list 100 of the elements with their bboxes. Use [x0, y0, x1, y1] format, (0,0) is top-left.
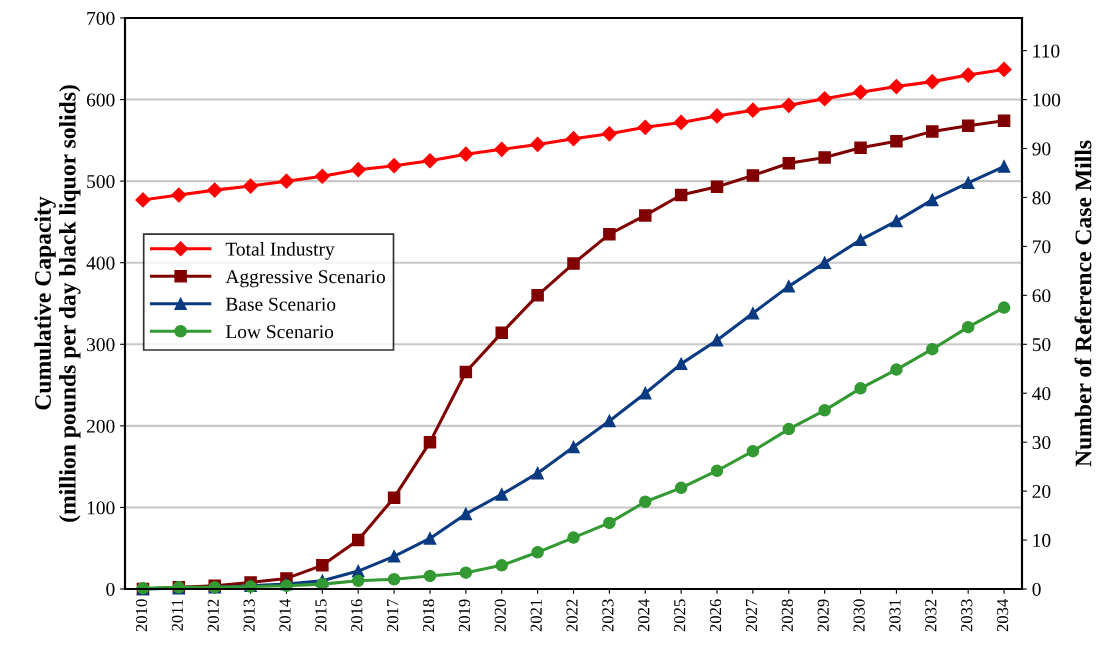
x-tick-label: 2024 — [638, 598, 650, 632]
point — [350, 162, 366, 178]
y2-tick-label: 0 — [1032, 582, 1041, 596]
y-tick-label: 500 — [87, 174, 115, 189]
x-tick-label: 2033 — [961, 599, 973, 632]
point — [854, 233, 867, 247]
y2-tick-label: 80 — [1032, 191, 1051, 205]
legend-label: Total Industry — [225, 242, 335, 260]
x-tick-label: 2023 — [602, 599, 614, 632]
point — [817, 91, 833, 107]
point — [961, 320, 975, 334]
x-tick-label: 2034 — [996, 598, 1009, 632]
x-tick-label: 2025 — [674, 599, 686, 632]
x-tick-label: 2030 — [853, 599, 865, 632]
legend-label: Base Scenario — [225, 297, 336, 311]
point — [458, 146, 474, 162]
point — [746, 169, 760, 182]
y2-tick-label: 10 — [1033, 533, 1051, 547]
y2-tick-label: 30 — [1032, 435, 1051, 450]
y-tick-label: 400 — [86, 256, 115, 270]
legend-label: Aggressive Scenario — [225, 270, 385, 288]
point — [567, 257, 580, 270]
point — [495, 326, 508, 340]
point — [531, 546, 544, 559]
y-tick-label: 100 — [87, 501, 115, 515]
x-tick-label: 2028 — [781, 599, 793, 632]
point — [531, 289, 544, 302]
point — [351, 533, 365, 547]
point — [960, 67, 976, 83]
x-tick-label: 2020 — [494, 599, 506, 632]
point — [387, 550, 401, 563]
y-tick-label: 0 — [106, 582, 115, 596]
point — [565, 131, 582, 147]
y-tick-label: 300 — [87, 338, 115, 352]
point — [567, 440, 580, 454]
point — [710, 180, 724, 194]
x-tick-label: 2018 — [422, 599, 435, 632]
point — [459, 365, 473, 379]
x-tick-label: 2031 — [889, 599, 901, 632]
y2-tick-label: 70 — [1033, 240, 1051, 254]
y2-axis-title: Number of Reference Case Mills — [1074, 140, 1092, 467]
x-tick-label: 2021 — [530, 599, 542, 632]
point — [639, 495, 652, 508]
point — [782, 422, 796, 436]
point — [459, 566, 473, 579]
point — [171, 187, 187, 203]
x-tick-label: 2016 — [351, 599, 363, 632]
x-tick-label: 2012 — [207, 599, 219, 632]
point — [422, 153, 438, 169]
point — [207, 182, 223, 198]
y2-tick-label: 110 — [1033, 44, 1060, 58]
point — [531, 466, 544, 480]
point — [961, 119, 975, 132]
y2-tick-label: 60 — [1032, 289, 1051, 303]
point — [278, 173, 295, 189]
x-tick-label: 2026 — [709, 599, 722, 632]
point — [314, 168, 330, 184]
point — [423, 532, 437, 545]
point — [423, 435, 437, 449]
x-tick-label: 2010 — [135, 599, 148, 632]
point — [781, 97, 797, 113]
point — [639, 386, 652, 400]
x-tick-label: 2017 — [387, 599, 399, 632]
point — [530, 136, 546, 153]
point — [639, 209, 652, 222]
y2-tick-label: 50 — [1032, 338, 1051, 352]
point — [746, 307, 760, 320]
y2-tick-label: 100 — [1033, 93, 1061, 107]
point — [996, 61, 1012, 77]
point — [495, 488, 508, 501]
x-tick-label: 2015 — [315, 599, 327, 632]
point — [854, 382, 867, 395]
point — [494, 141, 510, 157]
x-tick-label: 2019 — [458, 599, 471, 632]
y2-tick-label: 20 — [1032, 484, 1051, 499]
point — [387, 491, 401, 504]
x-tick-label: 2022 — [566, 599, 578, 632]
x-tick-label: 2027 — [745, 599, 758, 632]
legend-label: Low Scenario — [225, 325, 334, 339]
point — [603, 227, 616, 241]
x-tick-label: 2032 — [925, 599, 937, 632]
point — [710, 333, 724, 347]
point — [782, 156, 796, 170]
point — [495, 559, 508, 572]
y2-tick-label: 40 — [1032, 387, 1051, 401]
y-tick-label: 200 — [86, 419, 115, 433]
point — [818, 404, 831, 417]
x-tick-label: 2029 — [817, 599, 829, 632]
point — [243, 178, 259, 194]
point — [603, 414, 616, 428]
y-axis-title: Cumulative Capacity (million pounds per day black liquor solids) — [34, 85, 81, 522]
point — [459, 507, 473, 521]
x-tick-label: 2014 — [279, 598, 291, 632]
point — [603, 516, 616, 530]
point — [135, 192, 151, 208]
point — [710, 464, 724, 477]
point — [316, 559, 329, 572]
point — [746, 444, 760, 458]
y-tick-label: 700 — [87, 11, 115, 25]
point — [674, 481, 688, 495]
